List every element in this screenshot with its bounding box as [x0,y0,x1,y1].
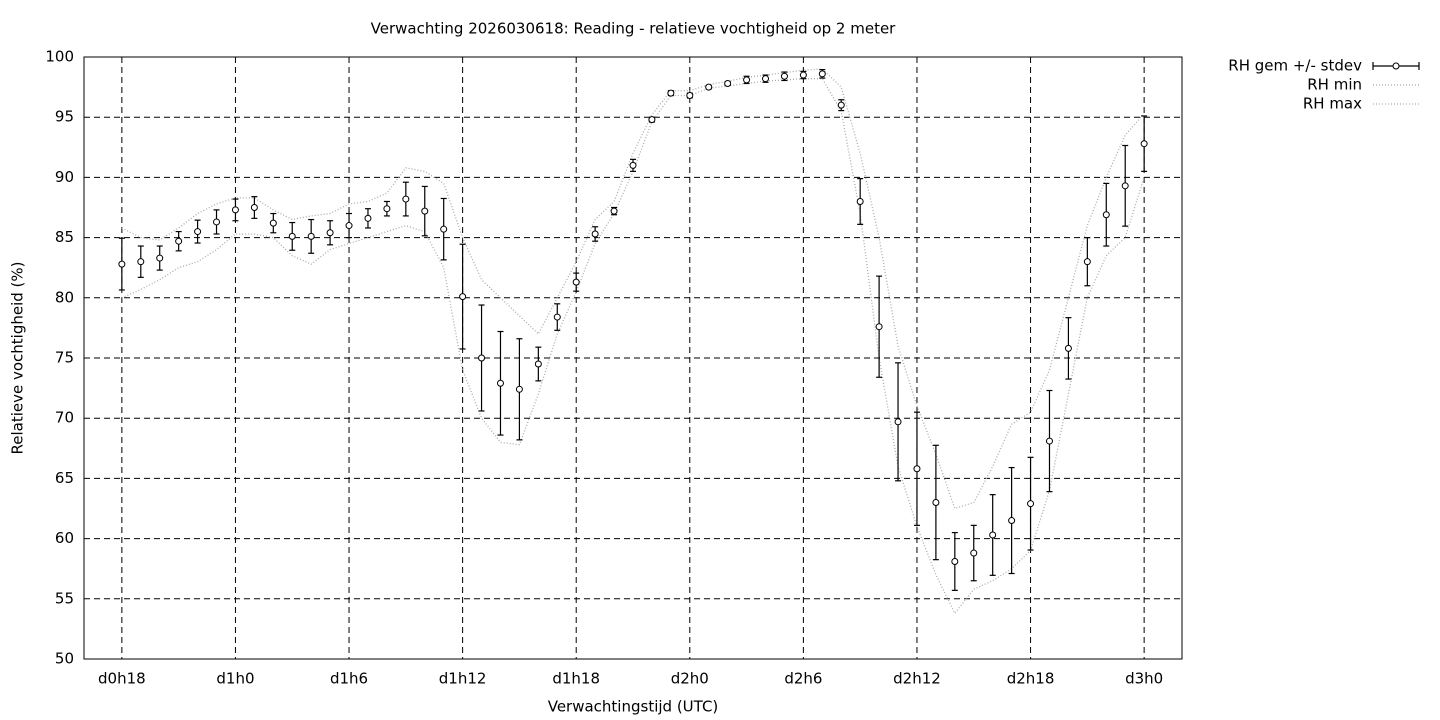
point [1064,344,1072,352]
range-line [121,68,1145,510]
point [288,232,296,240]
x-tick-label: d2h18 [1007,670,1055,688]
point [837,101,845,109]
point [553,313,561,321]
point [856,197,864,205]
point [743,76,751,84]
point [156,254,164,262]
x-tick-label: d1h0 [216,670,254,688]
x-tick-label: d1h18 [552,670,600,688]
point [496,379,504,387]
x-tick-label: d2h0 [671,670,709,688]
legend-label: RH gem +/- stdev [1228,57,1362,75]
point [989,531,997,539]
point [213,218,221,226]
point [970,549,978,557]
point [591,230,599,238]
point [515,385,523,393]
point [610,207,618,215]
legend-swatch [1392,62,1400,70]
point [1008,517,1016,525]
x-tick-label: d1h12 [439,670,487,688]
point [724,79,732,87]
point [780,72,788,80]
point [913,465,921,473]
point [459,293,467,301]
point [1027,500,1035,508]
point [1083,258,1091,266]
y-tick-label: 60 [55,529,74,547]
point [818,70,826,78]
y-tick-label: 85 [55,228,74,246]
point [175,237,183,245]
point [231,206,239,214]
y-tick-label: 50 [55,650,74,668]
y-tick-label: 65 [55,469,74,487]
point [402,195,410,203]
point [118,260,126,268]
point [648,116,656,124]
point [762,75,770,83]
y-tick-label: 100 [45,48,74,66]
plot-border [83,56,1183,660]
y-tick-label: 70 [55,409,74,427]
legend-label: RH max [1303,95,1362,113]
x-tick-label: d3h0 [1125,670,1163,688]
x-tick-label: d0h18 [98,670,146,688]
point [875,323,883,331]
point [421,207,429,215]
point [345,222,353,230]
point [194,228,202,236]
y-tick-label: 90 [55,168,74,186]
y-tick-label: 75 [55,349,74,367]
point [629,161,637,169]
point [932,498,940,506]
point [478,354,486,362]
point [951,557,959,565]
legend-label: RH min [1307,76,1362,94]
point [686,92,694,100]
y-tick-label: 80 [55,288,74,306]
point [667,89,675,97]
point [705,83,713,91]
point [137,258,145,266]
point [894,418,902,426]
x-tick-label: d1h6 [330,670,368,688]
point [572,278,580,286]
x-tick-label: d2h6 [784,670,822,688]
point [440,225,448,233]
point [534,360,542,368]
point [307,232,315,240]
chart-title: Verwachting 2026030618: Reading - relati… [371,20,897,38]
point [1140,140,1148,148]
x-axis-label: Verwachtingstijd (UTC) [548,698,719,716]
x-tick-label: d2h12 [893,670,941,688]
point [1102,211,1110,219]
point [1045,437,1053,445]
point [799,71,807,79]
point [269,219,277,227]
point [250,204,258,211]
point [1121,182,1129,190]
y-tick-label: 55 [55,589,74,607]
y-tick-label: 95 [55,108,74,126]
y-axis-label: Relatieve vochtigheid (%) [9,261,27,454]
point [364,214,372,222]
point [326,229,334,237]
point [383,205,391,213]
